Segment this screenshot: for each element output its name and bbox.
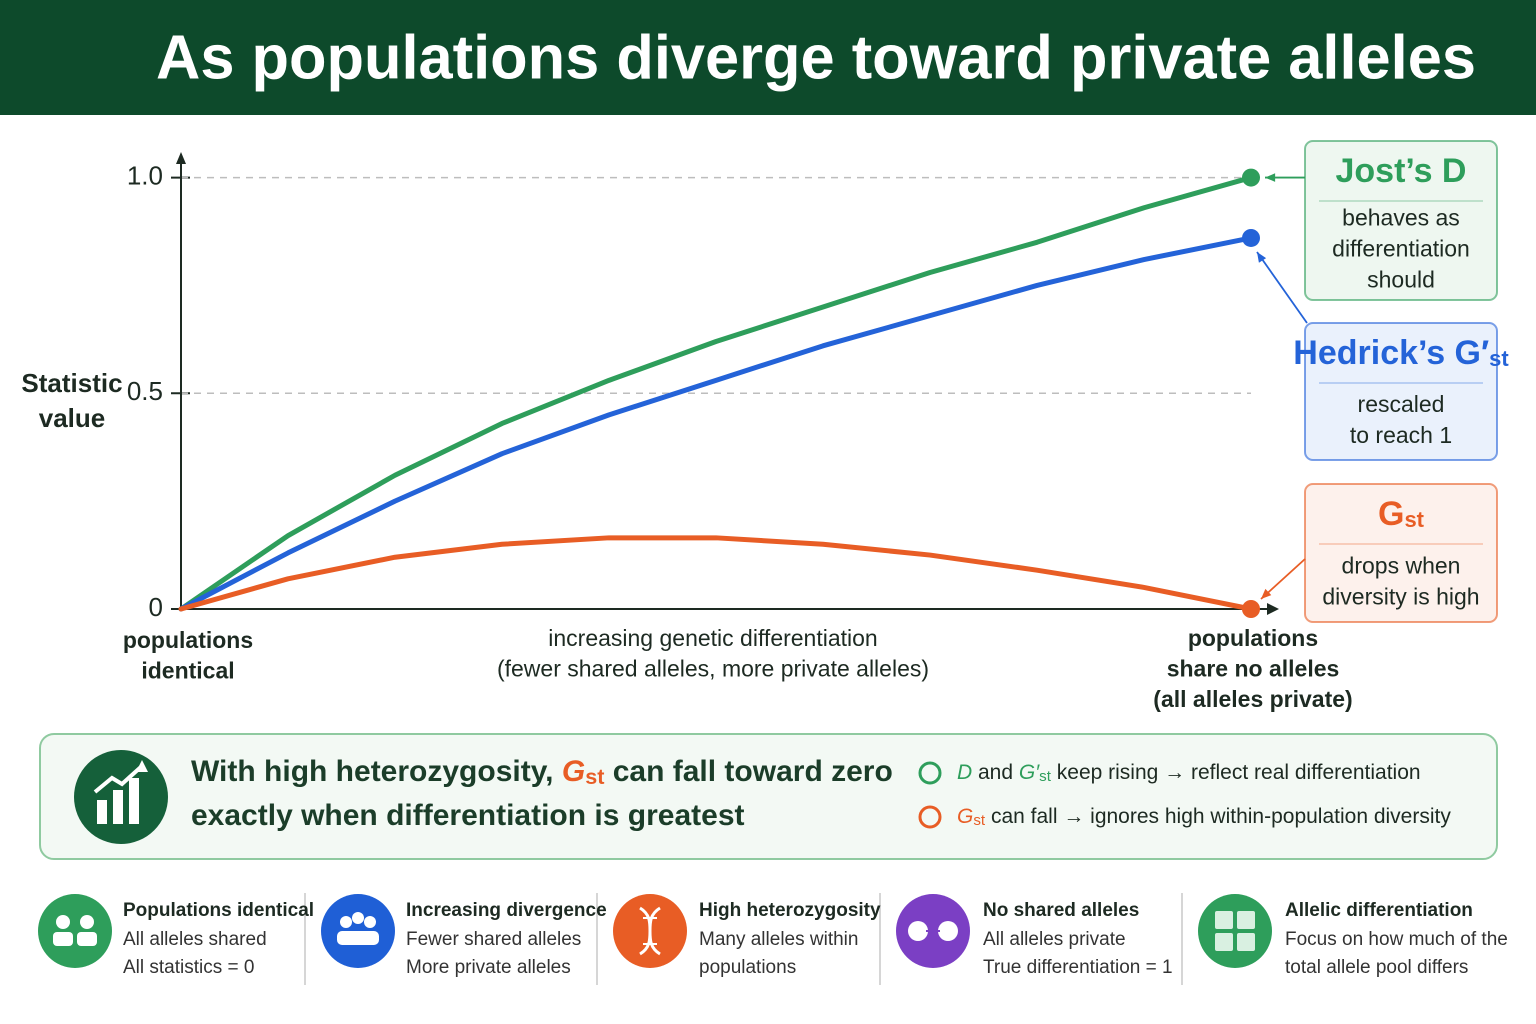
footer-line: All alleles private (983, 929, 1126, 950)
banner-box (39, 733, 1498, 860)
x-axis-label: populations (123, 627, 253, 653)
banner-bullet: D and G′st keep rising → reflect real di… (957, 761, 1421, 785)
footer-separators (304, 893, 1183, 985)
footer-title: Increasing divergence (406, 900, 607, 921)
legend-note: behaves as (1342, 205, 1460, 231)
footer-title: High heterozygosity (699, 900, 881, 921)
text-segment: D (957, 761, 972, 784)
text-segment: G′ (1019, 761, 1040, 784)
text-segment: keep rising → reflect real differentiati… (1051, 761, 1421, 784)
footer-line: True differentiation = 1 (983, 957, 1173, 978)
legend-note: rescaled (1358, 391, 1445, 417)
y-tick-label: 0.5 (127, 376, 163, 406)
text-segment: G (562, 755, 585, 788)
legend-arrowhead (1265, 173, 1276, 182)
text-segment: exactly when differentiation is greatest (191, 799, 745, 832)
footer-line: populations (699, 957, 796, 978)
text-segment: With high heterozygosity, (191, 755, 562, 788)
x-axis-label: (all alleles private) (1153, 686, 1352, 712)
legend-name: G (1378, 495, 1404, 533)
legend-note: differentiation (1332, 236, 1470, 262)
legend-name: Hedrick’s G′ (1293, 334, 1489, 372)
y-axis-label: value (39, 403, 106, 433)
y-tick-label: 1.0 (127, 160, 163, 190)
series-line (178, 235, 1254, 612)
series-line (178, 175, 1254, 612)
banner-icon (74, 750, 168, 844)
x-axis-arrow (1267, 603, 1279, 615)
text-segment: st (973, 812, 986, 829)
legend-title: Hedrick’s G′st (1293, 334, 1509, 372)
footer-line: All statistics = 0 (123, 957, 254, 978)
footer-title: Allelic differentiation (1285, 900, 1473, 921)
legend-box (1304, 483, 1498, 623)
x-axis-label: populations (1188, 625, 1318, 651)
header-bar (0, 0, 1536, 115)
text-segment: st (1039, 768, 1052, 785)
footer-line: Many alleles within (699, 929, 858, 950)
bullet-marker (918, 761, 942, 785)
footer-icons (38, 894, 1272, 968)
banner-headline: exactly when differentiation is greatest (191, 799, 745, 832)
footer-line: More private alleles (406, 957, 571, 978)
legend-note: should (1367, 267, 1435, 293)
footer-title: Populations identical (123, 900, 314, 921)
y-axis-arrow (176, 152, 186, 164)
legend-box (1304, 140, 1498, 301)
y-tick-label: 0 (149, 592, 163, 622)
x-axis-label: increasing genetic differentiation (548, 625, 877, 651)
end-point (1242, 168, 1260, 187)
end-point (1242, 600, 1260, 618)
text-segment: and (972, 761, 1019, 784)
legend-title: Gst (1378, 495, 1425, 533)
bullet-marker (918, 805, 942, 829)
legend-note: drops when (1342, 553, 1461, 579)
legend-name-sub: st (1404, 507, 1424, 532)
legend-title: Jost’s D (1335, 152, 1466, 190)
legend-box (1304, 322, 1498, 461)
text-segment: can fall toward zero (604, 755, 892, 788)
legend-note: to reach 1 (1350, 422, 1452, 448)
legend-name: Jost’s D (1335, 152, 1466, 190)
x-axis-label: share no alleles (1167, 656, 1340, 682)
text-segment: G (957, 805, 973, 828)
banner-headline: With high heterozygosity, Gst can fall t… (191, 755, 893, 789)
legend-arrow (1256, 251, 1308, 324)
text-segment: st (585, 764, 604, 789)
footer-line: Fewer shared alleles (406, 929, 581, 950)
y-axis-label: Statistic (21, 368, 122, 398)
legend-arrowhead (1261, 588, 1272, 599)
end-point (1242, 228, 1260, 247)
footer-line: All alleles shared (123, 929, 267, 950)
text-segment: can fall → ignores high within-populatio… (985, 805, 1451, 828)
banner-bullet: Gst can fall → ignores high within-popul… (957, 805, 1451, 829)
series-line (178, 535, 1254, 612)
legend-name-sub: st (1489, 346, 1509, 371)
x-axis-label: (fewer shared alleles, more private alle… (497, 656, 929, 682)
legend-note: diversity is high (1322, 584, 1479, 610)
x-axis-label: identical (141, 658, 234, 684)
legend-arrowhead (1257, 251, 1267, 263)
footer-line: Focus on how much of the (1285, 929, 1508, 950)
footer-line: total allele pool differs (1285, 957, 1468, 978)
footer-title: No shared alleles (983, 900, 1139, 921)
page-title: As populations diverge toward private al… (156, 23, 1476, 92)
